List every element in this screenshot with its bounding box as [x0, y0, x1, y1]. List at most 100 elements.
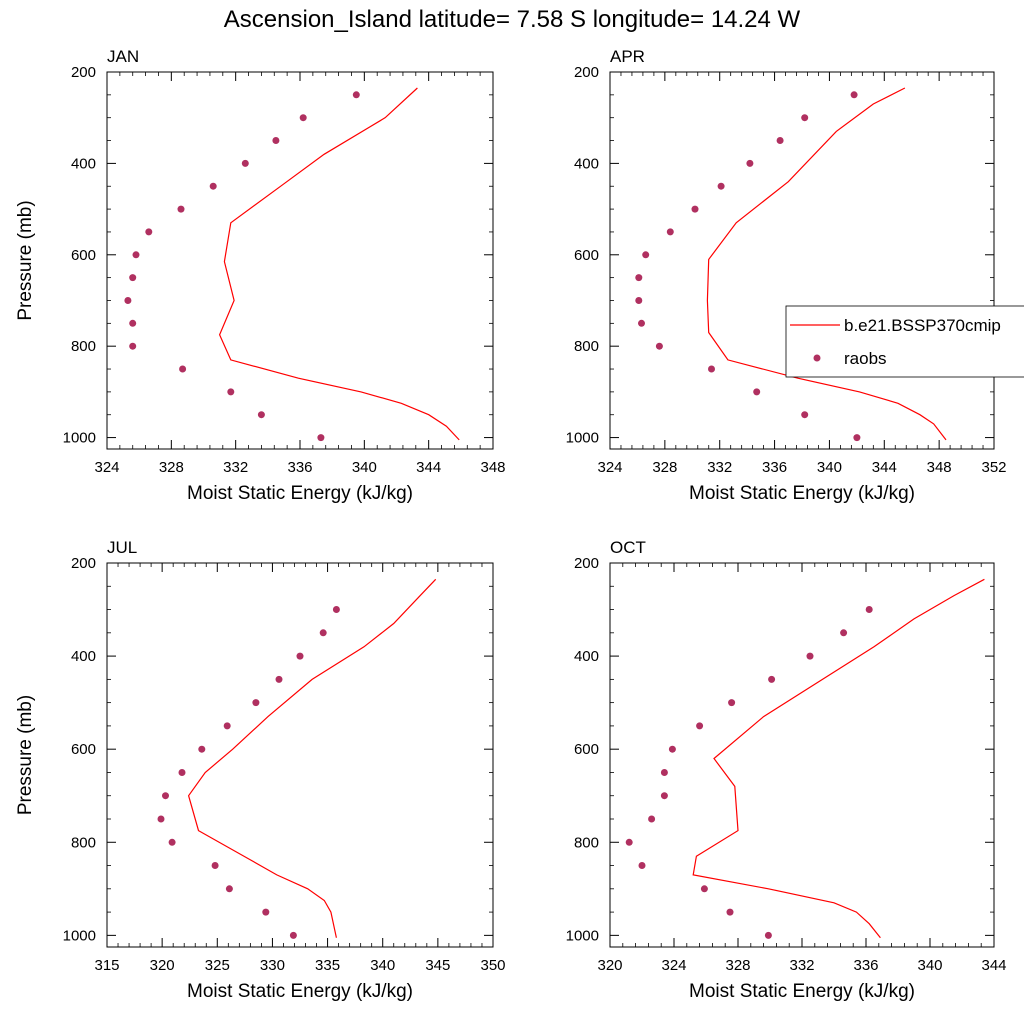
model-series-line: [706, 87, 947, 441]
x-tick-label: 324: [661, 957, 686, 974]
obs-point: [666, 228, 674, 236]
legend-model-label: b.e21.BSSP370cmip: [844, 316, 1001, 335]
obs-point: [177, 205, 185, 213]
obs-point: [717, 182, 725, 190]
x-tick-label: 328: [652, 459, 677, 476]
x-tick-label: 344: [416, 459, 441, 476]
x-tick-label: 340: [370, 957, 395, 974]
x-tick-label: 315: [94, 957, 119, 974]
obs-point: [319, 629, 327, 637]
plot-frame: [106, 562, 494, 948]
x-tick-label: 348: [927, 459, 952, 476]
y-tick-label: 400: [574, 648, 599, 665]
legend: b.e21.BSSP370cmip raobs: [785, 305, 1024, 378]
panel-label: OCT: [610, 538, 646, 557]
x-axis-label: Moist Static Energy (kJ/kg): [689, 981, 915, 1002]
obs-point: [728, 699, 736, 707]
obs-point: [660, 792, 668, 800]
x-axis-label: Moist Static Energy (kJ/kg): [187, 981, 413, 1002]
x-tick-label: 320: [150, 957, 175, 974]
obs-point: [129, 319, 137, 327]
obs-point: [299, 114, 307, 122]
obs-point: [262, 908, 270, 916]
obs-point: [198, 745, 206, 753]
obs-point: [840, 629, 848, 637]
obs-point: [660, 769, 668, 776]
obs-point: [124, 297, 132, 304]
plot-frame: [609, 71, 995, 450]
y-tick-label: 400: [71, 648, 96, 665]
obs-point: [768, 675, 776, 683]
y-tick-label: 1000: [63, 430, 96, 447]
y-tick-label: 1000: [566, 927, 599, 944]
obs-point: [801, 114, 809, 122]
obs-point: [179, 365, 187, 373]
y-tick-label: 200: [574, 64, 599, 81]
obs-point: [801, 411, 809, 419]
obs-point: [764, 931, 772, 939]
panel-apr: 324 328 332 336 340 344 348 352 200 400 600 800 1000…: [566, 47, 1007, 504]
obs-point: [223, 722, 231, 730]
panel-label: JAN: [107, 47, 139, 66]
obs-point: [853, 434, 861, 442]
legend-box: [785, 305, 1024, 378]
panel-jul: 315 320 325 330 335 340 345 350 200 400 600 800 1000…: [15, 538, 506, 1002]
x-tick-label: 332: [789, 957, 814, 974]
x-tick-label: 340: [817, 459, 842, 476]
x-tick-label: 336: [287, 459, 312, 476]
y-tick-label: 600: [574, 247, 599, 264]
obs-point: [708, 365, 715, 373]
obs-point: [700, 885, 708, 893]
panels: 324 328 332 336 340 344 348 200 400 600 800 1000 JAN…: [15, 47, 1007, 1002]
obs-point: [776, 137, 784, 144]
model-series-line: [218, 87, 460, 441]
y-tick-label: 200: [574, 555, 599, 572]
x-tick-label: 324: [597, 459, 622, 476]
y-axis-label: Pressure (mb): [15, 695, 36, 815]
obs-point: [638, 862, 646, 869]
x-tick-label: 328: [159, 459, 184, 476]
obs-point: [806, 652, 814, 660]
obs-point: [225, 885, 233, 893]
y-tick-label: 400: [574, 155, 599, 172]
obs-point: [691, 205, 699, 213]
obs-point: [296, 652, 304, 660]
y-tick-label: 800: [71, 338, 96, 355]
x-axis-label: Moist Static Energy (kJ/kg): [689, 483, 915, 504]
obs-point: [332, 606, 340, 613]
obs-point: [162, 792, 169, 800]
obs-point: [129, 342, 137, 350]
panel-jan: 324 328 332 336 340 344 348 200 400 600 800 1000 JAN…: [15, 47, 506, 504]
obs-point: [211, 862, 219, 869]
obs-point: [726, 908, 734, 916]
panel-oct: 320 324 328 332 336 340 344 200 400 600 800 1000 OCT…: [566, 538, 1007, 1002]
obs-point: [317, 434, 325, 442]
obs-point: [209, 182, 217, 190]
x-tick-label: 332: [223, 459, 248, 476]
plot-frame: [106, 71, 494, 450]
x-tick-label: 348: [480, 459, 505, 476]
y-tick-label: 600: [574, 741, 599, 758]
obs-point: [157, 815, 165, 823]
obs-point: [642, 251, 650, 259]
y-tick-label: 200: [71, 64, 96, 81]
obs-point: [241, 159, 249, 167]
obs-point: [850, 91, 858, 99]
model-series-line: [692, 578, 985, 939]
obs-point: [696, 722, 704, 730]
obs-point: [865, 606, 873, 613]
y-tick-label: 800: [574, 834, 599, 851]
obs-point: [132, 251, 140, 259]
panel-label: APR: [610, 47, 645, 66]
y-tick-label: 800: [574, 338, 599, 355]
x-tick-label: 332: [707, 459, 732, 476]
panel-label: JUL: [107, 538, 137, 557]
x-tick-label: 350: [480, 957, 505, 974]
y-tick-label: 1000: [566, 430, 599, 447]
x-axis-label: Moist Static Energy (kJ/kg): [187, 483, 413, 504]
obs-point: [635, 274, 643, 282]
obs-point: [272, 137, 280, 144]
obs-point: [668, 745, 676, 753]
